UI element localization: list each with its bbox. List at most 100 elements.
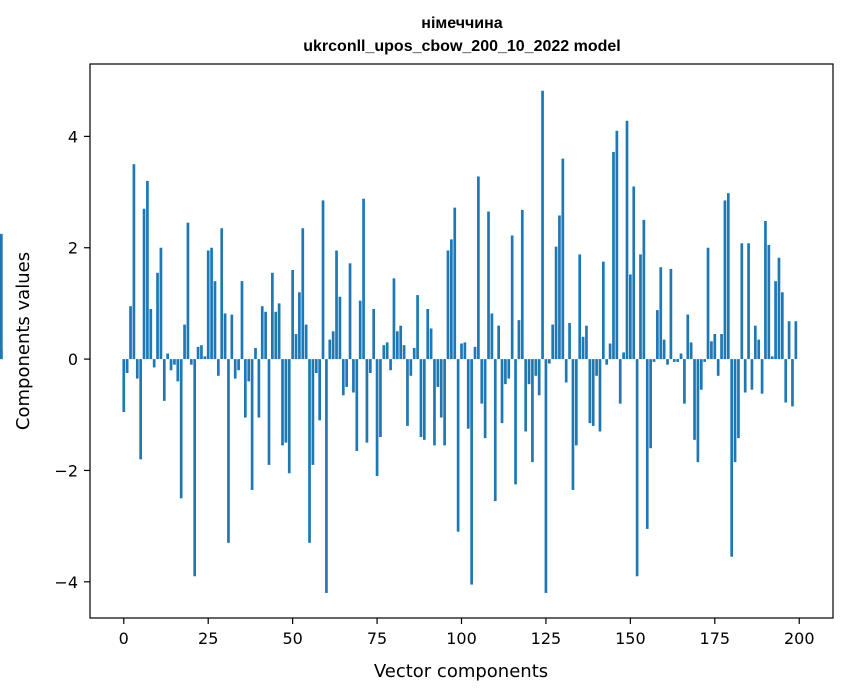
bar bbox=[240, 281, 244, 360]
bar bbox=[152, 359, 156, 368]
bar bbox=[578, 254, 582, 360]
bar bbox=[504, 359, 507, 385]
bar bbox=[358, 300, 362, 360]
bar bbox=[473, 346, 477, 360]
bar bbox=[791, 359, 794, 407]
bar bbox=[659, 267, 663, 360]
bar bbox=[132, 164, 136, 360]
bar bbox=[713, 334, 717, 360]
bar bbox=[277, 303, 281, 360]
bar bbox=[558, 215, 561, 360]
bar bbox=[544, 359, 548, 593]
x-tick-label: 25 bbox=[198, 629, 218, 648]
bar bbox=[250, 359, 254, 490]
bar bbox=[743, 359, 747, 393]
bar bbox=[531, 359, 534, 463]
bar bbox=[189, 359, 193, 365]
bar bbox=[298, 292, 301, 360]
bar bbox=[497, 325, 500, 360]
bar bbox=[395, 331, 399, 360]
bar bbox=[784, 359, 788, 403]
bar bbox=[260, 306, 264, 360]
bar bbox=[210, 247, 213, 360]
bar bbox=[554, 246, 558, 360]
bar bbox=[341, 359, 345, 396]
bar bbox=[666, 359, 669, 365]
bar bbox=[450, 239, 453, 360]
y-tick-label: 0 bbox=[68, 350, 78, 369]
bar bbox=[399, 325, 403, 360]
bar bbox=[780, 292, 784, 360]
bar bbox=[264, 311, 267, 360]
bar bbox=[571, 359, 575, 490]
bar bbox=[720, 334, 723, 360]
bar bbox=[662, 339, 666, 360]
x-axis-ticks: 0 25 50 75 100 125 150 175 200 bbox=[119, 618, 815, 648]
bar bbox=[443, 359, 446, 446]
bar bbox=[439, 359, 443, 418]
bar bbox=[574, 359, 578, 446]
bar bbox=[146, 180, 149, 360]
bar bbox=[672, 359, 676, 362]
chart-title: німеччина bbox=[421, 15, 503, 32]
bar bbox=[159, 247, 163, 360]
bar bbox=[135, 359, 139, 379]
bar bbox=[480, 359, 484, 404]
bar bbox=[689, 342, 693, 360]
bar bbox=[156, 272, 159, 360]
bar bbox=[669, 268, 673, 360]
bar bbox=[203, 356, 207, 360]
bar bbox=[500, 359, 504, 424]
bar bbox=[166, 353, 170, 360]
bar bbox=[149, 308, 153, 360]
bar bbox=[625, 120, 629, 360]
bar bbox=[409, 359, 413, 376]
bar bbox=[453, 207, 457, 360]
bar bbox=[0, 233, 3, 360]
bar bbox=[477, 176, 480, 360]
bar bbox=[493, 359, 497, 502]
bar bbox=[436, 359, 440, 387]
bar bbox=[764, 221, 767, 360]
bar bbox=[423, 359, 426, 440]
bar bbox=[294, 334, 298, 360]
x-tick-label: 200 bbox=[784, 629, 815, 648]
bar bbox=[379, 359, 382, 438]
bar bbox=[777, 257, 781, 360]
bar bbox=[375, 359, 379, 477]
bar bbox=[699, 359, 703, 390]
bar bbox=[608, 343, 612, 360]
bar bbox=[362, 198, 365, 360]
bar bbox=[220, 228, 224, 360]
bar bbox=[345, 359, 349, 387]
bar bbox=[304, 324, 308, 360]
bar bbox=[186, 222, 190, 360]
bar bbox=[392, 278, 396, 360]
bar bbox=[676, 359, 679, 362]
bar bbox=[233, 359, 237, 379]
bar bbox=[737, 359, 740, 439]
bar bbox=[767, 244, 771, 360]
bar bbox=[564, 359, 568, 383]
bars-group bbox=[0, 90, 798, 593]
bar bbox=[183, 324, 186, 360]
bar bbox=[510, 235, 514, 360]
bar bbox=[308, 359, 311, 543]
bar bbox=[193, 359, 197, 577]
bar bbox=[642, 219, 646, 360]
bar bbox=[612, 151, 615, 360]
bar bbox=[622, 352, 625, 360]
y-tick-label: 4 bbox=[68, 127, 78, 146]
x-tick-label: 50 bbox=[282, 629, 302, 648]
bar bbox=[206, 250, 210, 360]
bar bbox=[757, 339, 761, 360]
bar bbox=[470, 359, 473, 585]
bar bbox=[257, 359, 261, 418]
bar bbox=[426, 308, 430, 360]
bar bbox=[794, 321, 798, 360]
bar bbox=[585, 325, 588, 360]
bar bbox=[517, 320, 521, 360]
bar bbox=[463, 342, 467, 360]
bar bbox=[325, 359, 328, 593]
bar bbox=[338, 296, 342, 360]
